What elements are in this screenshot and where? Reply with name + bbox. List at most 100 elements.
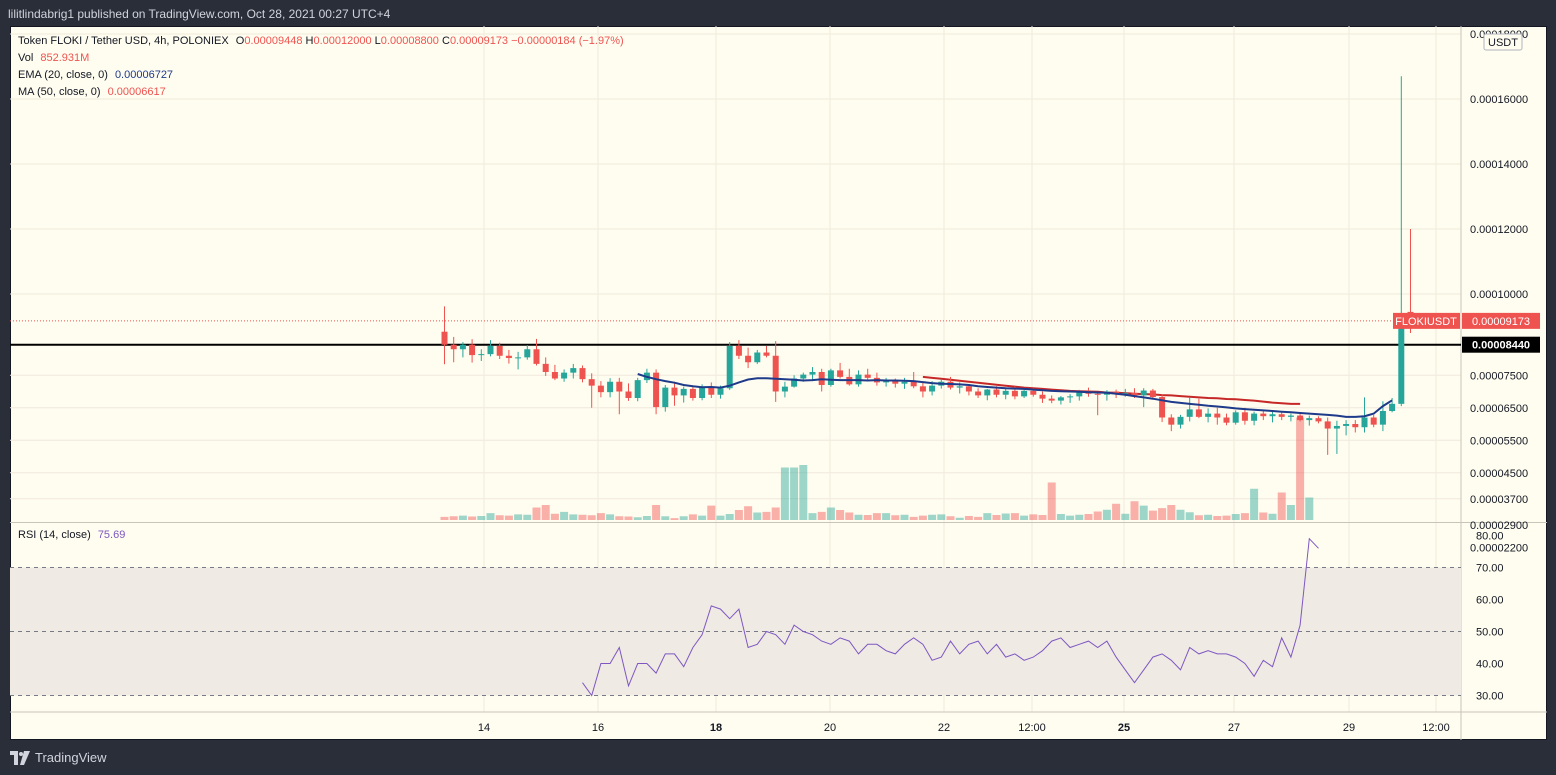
change-value: −0.00000184 (−1.97%) [511,35,624,47]
candle-body [1361,417,1368,428]
volume-bar [633,517,642,520]
candle-body [791,378,798,387]
volume-bar [1250,488,1259,520]
candle-body [1398,313,1405,404]
candle-body [772,355,779,392]
tradingview-logo-icon [10,750,30,765]
candle [533,338,540,366]
candle [772,341,779,402]
candle-body [1260,413,1267,417]
candle-body [809,372,816,375]
candle-body [726,346,733,389]
price-tick-label: 0.00012000 [1470,224,1528,236]
price-tick-label: 0.00006500 [1470,403,1528,415]
time-tick-label: 16 [592,722,604,734]
open-value: 0.00009448 [244,35,303,47]
volume-bar [1213,516,1222,520]
symbol-legend[interactable]: Token FLOKI / Tether USD, 4h, POLONIEX O… [18,35,624,47]
ema-legend[interactable]: EMA (20, close, 0) 0.00006727 [18,69,173,81]
candle-body [588,379,595,386]
candle-body [735,346,742,356]
candle-body [542,363,549,372]
brand-name: TradingView [35,750,107,765]
candle [901,377,908,389]
candle [616,377,623,415]
volume-bar [1130,501,1139,520]
candle [505,349,512,364]
candle [671,381,678,406]
candle [680,386,687,403]
rsi-value: 75.69 [97,529,126,541]
candle [1241,407,1248,425]
time-tick-label: 27 [1228,722,1240,734]
candle-body [1048,398,1055,401]
candle-body [745,355,752,363]
currency-badge: USDT [1483,33,1523,51]
symbol-title: Token FLOKI / Tether USD, 4h, POLONIEX [18,35,229,47]
volume-bar [1148,510,1157,520]
volume-bar [652,505,661,520]
candle [1002,387,1009,400]
time-tick-label: 18 [710,722,722,734]
candle [1232,410,1239,425]
volume-legend[interactable]: Vol 852.931M [18,52,89,64]
candle-body [1002,390,1009,395]
candle-body [671,387,678,396]
candle-body [1122,392,1129,394]
low-value: 0.00008800 [380,35,439,47]
candle [965,384,972,396]
tradingview-logo[interactable]: TradingView [10,750,107,765]
volume-bar [734,510,743,520]
axes: 0.000180000.000160000.000140000.00012000… [478,29,1528,734]
volume-bar [1010,513,1019,520]
volume-bar [624,516,633,520]
volume-value: 852.931M [40,52,90,64]
volume-bar [1231,514,1240,520]
candle-body [597,385,604,393]
volume-bar [1139,505,1148,520]
candle-body [1067,396,1074,398]
volume-bar [1093,511,1102,520]
candle-body [1297,415,1304,421]
high-value: 0.00012000 [313,35,372,47]
volume-bar [1286,505,1295,520]
candle-body [1149,390,1156,398]
volume-bar [1259,512,1268,520]
candle-body [689,388,696,398]
candle-body [1057,397,1064,401]
candle-body [1241,412,1248,421]
candle-body [1094,393,1101,395]
last-price-text: 0.00009173 [1472,316,1530,328]
time-tick-label: 20 [824,722,836,734]
volume-bar [817,511,826,520]
volume-bar [1277,492,1286,520]
volume-bar [799,465,808,520]
price-tick-label: 0.00010000 [1470,289,1528,301]
candle [1067,394,1074,403]
rsi-legend[interactable]: RSI (14, close) 75.69 [18,529,125,541]
candle [1389,398,1396,413]
chart-canvas[interactable]: 0.000180000.000160000.000140000.00012000… [10,26,1547,740]
candle-body [1306,418,1313,421]
candle-body [515,357,522,359]
ma-legend[interactable]: MA (50, close, 0) 0.00006617 [18,86,166,98]
candle [1039,391,1046,403]
volume-bar [744,506,753,520]
candle-body [634,380,641,398]
volume-bar [661,516,670,520]
volume-bar [541,505,550,520]
candle [708,382,715,398]
volume-bar [1121,513,1130,520]
candle-body [1159,397,1166,418]
candle [625,383,632,401]
candle-body [965,386,972,392]
candle-body [1315,418,1322,422]
rsi-label: RSI (14, close) [18,529,91,541]
candle-body [607,381,614,393]
grid [10,26,1547,740]
candle-body [956,386,963,388]
volume-bar [836,510,845,520]
candle-body [929,385,936,392]
volume-bar [514,514,523,520]
volume-bar [900,514,909,520]
